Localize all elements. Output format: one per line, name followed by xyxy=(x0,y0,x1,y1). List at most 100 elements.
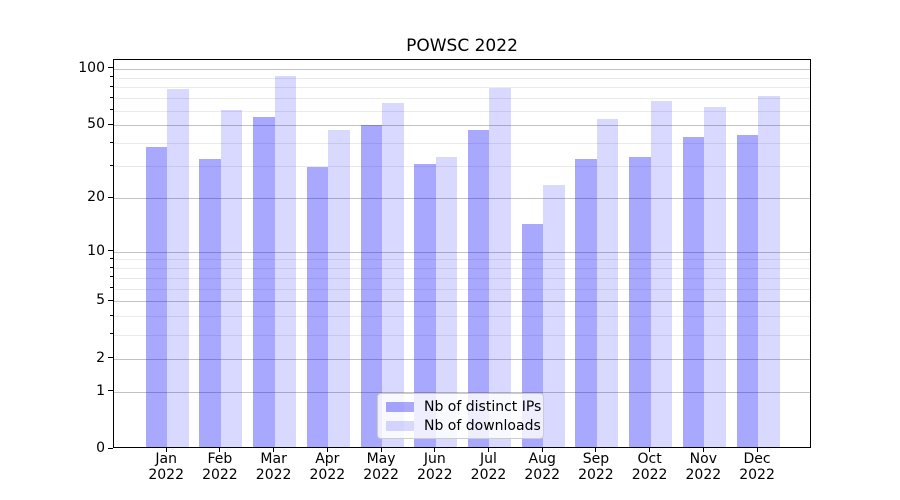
y-tick-label: 50 xyxy=(87,116,105,133)
bar-nb-of-distinct-ips-apr-2022 xyxy=(306,166,329,447)
minor-gridline xyxy=(114,77,810,79)
major-gridline xyxy=(114,251,810,253)
bar-nb-of-distinct-ips-feb-2022 xyxy=(199,159,221,447)
x-tick-mark xyxy=(487,448,489,452)
bar-nb-of-distinct-ips-dec-2022 xyxy=(736,135,759,447)
y-minor-tick-mark xyxy=(110,276,113,278)
major-gridline xyxy=(114,198,810,200)
bar-nb-of-downloads-apr-2022 xyxy=(328,129,350,447)
y-tick-mark xyxy=(108,357,113,359)
y-tick-mark xyxy=(108,250,113,252)
x-tick-mark xyxy=(649,448,651,452)
minor-gridline xyxy=(114,166,810,168)
x-tick-label: Nov 2022 xyxy=(685,451,722,483)
x-tick-mark xyxy=(380,448,382,452)
minor-gridline xyxy=(114,288,810,290)
x-tick-label: May 2022 xyxy=(363,451,399,483)
y-minor-tick-mark xyxy=(110,287,113,289)
x-tick-label: Dec 2022 xyxy=(739,451,775,483)
y-tick-label: 0 xyxy=(96,440,105,456)
y-minor-tick-mark xyxy=(110,257,113,259)
legend-swatch-distinct-ips xyxy=(386,401,414,412)
major-gridline xyxy=(114,358,810,360)
major-gridline xyxy=(114,125,810,127)
y-tick-label: 100 xyxy=(78,59,105,76)
minor-gridline xyxy=(114,259,810,261)
legend: Nb of distinct IPs Nb of downloads xyxy=(377,393,544,439)
major-gridline xyxy=(114,68,810,70)
y-minor-tick-mark xyxy=(110,76,113,78)
y-tick-mark xyxy=(108,196,113,198)
y-tick-label: 20 xyxy=(87,189,105,206)
y-tick-mark xyxy=(108,447,113,449)
legend-swatch-downloads xyxy=(386,420,414,431)
x-tick-label: Jun 2022 xyxy=(416,451,453,483)
bar-nb-of-downloads-jun-2022 xyxy=(435,156,458,447)
bar-nb-of-downloads-mar-2022 xyxy=(274,76,297,447)
minor-gridline xyxy=(114,98,810,99)
legend-item-distinct-ips: Nb of distinct IPs xyxy=(386,398,541,415)
bar-nb-of-distinct-ips-mar-2022 xyxy=(253,117,275,447)
y-tick-mark xyxy=(108,390,113,392)
x-tick-label: Feb 2022 xyxy=(202,451,238,483)
bar-nb-of-distinct-ips-jan-2022 xyxy=(145,147,168,447)
minor-gridline xyxy=(114,334,810,336)
y-minor-tick-mark xyxy=(110,85,113,87)
bar-nb-of-downloads-feb-2022 xyxy=(220,109,243,447)
minor-gridline xyxy=(114,110,810,112)
x-tick-label: Jan 2022 xyxy=(148,451,184,483)
bar-nb-of-distinct-ips-sep-2022 xyxy=(575,159,597,447)
x-tick-mark xyxy=(219,448,221,452)
x-tick-mark xyxy=(165,448,167,452)
bar-nb-of-distinct-ips-jun-2022 xyxy=(414,164,436,447)
y-tick-label: 1 xyxy=(96,382,105,399)
x-tick-mark xyxy=(326,448,328,452)
y-minor-tick-mark xyxy=(110,109,113,110)
x-tick-label: Oct 2022 xyxy=(631,451,668,483)
y-minor-tick-mark xyxy=(110,141,113,143)
y-minor-tick-mark xyxy=(110,96,113,98)
x-tick-mark xyxy=(434,448,436,452)
y-tick-label: 5 xyxy=(96,292,105,309)
bar-nb-of-downloads-nov-2022 xyxy=(704,107,726,447)
legend-label-distinct-ips: Nb of distinct IPs xyxy=(424,398,542,415)
y-minor-tick-mark xyxy=(110,333,113,335)
x-tick-label: Mar 2022 xyxy=(255,451,292,483)
bar-nb-of-distinct-ips-oct-2022 xyxy=(629,156,651,447)
minor-gridline xyxy=(114,316,810,318)
x-tick-mark xyxy=(756,448,758,452)
bar-nb-of-distinct-ips-nov-2022 xyxy=(682,137,705,447)
minor-gridline xyxy=(114,268,810,270)
x-tick-label: Sep 2022 xyxy=(578,451,614,483)
bar-nb-of-downloads-jan-2022 xyxy=(167,89,189,447)
bar-nb-of-distinct-ips-may-2022 xyxy=(360,124,383,447)
minor-gridline xyxy=(114,277,810,279)
minor-gridline xyxy=(114,87,810,89)
y-tick-mark xyxy=(108,67,113,69)
minor-gridline xyxy=(114,143,810,145)
x-tick-mark xyxy=(595,448,597,452)
x-tick-label: Apr 2022 xyxy=(309,451,346,483)
bar-nb-of-downloads-may-2022 xyxy=(382,103,404,447)
chart-title: POWSC 2022 xyxy=(406,36,518,56)
x-tick-mark xyxy=(702,448,704,452)
legend-label-downloads: Nb of downloads xyxy=(424,417,541,434)
bar-nb-of-downloads-oct-2022 xyxy=(650,100,673,447)
y-tick-mark xyxy=(108,299,113,301)
x-tick-mark xyxy=(273,448,275,452)
y-tick-label: 2 xyxy=(96,349,105,366)
y-minor-tick-mark xyxy=(110,266,113,268)
x-tick-mark xyxy=(541,448,543,452)
bar-nb-of-downloads-jul-2022 xyxy=(489,88,511,447)
y-minor-tick-mark xyxy=(110,164,113,166)
legend-item-downloads: Nb of downloads xyxy=(386,417,541,434)
bar-nb-of-downloads-aug-2022 xyxy=(543,185,565,447)
y-minor-tick-mark xyxy=(110,314,113,316)
plot-area xyxy=(113,59,811,448)
x-tick-label: Jul 2022 xyxy=(470,451,507,483)
x-tick-label: Aug 2022 xyxy=(524,451,561,483)
bar-nb-of-downloads-dec-2022 xyxy=(758,96,780,447)
major-gridline xyxy=(114,391,810,393)
bar-nb-of-downloads-sep-2022 xyxy=(596,118,619,447)
